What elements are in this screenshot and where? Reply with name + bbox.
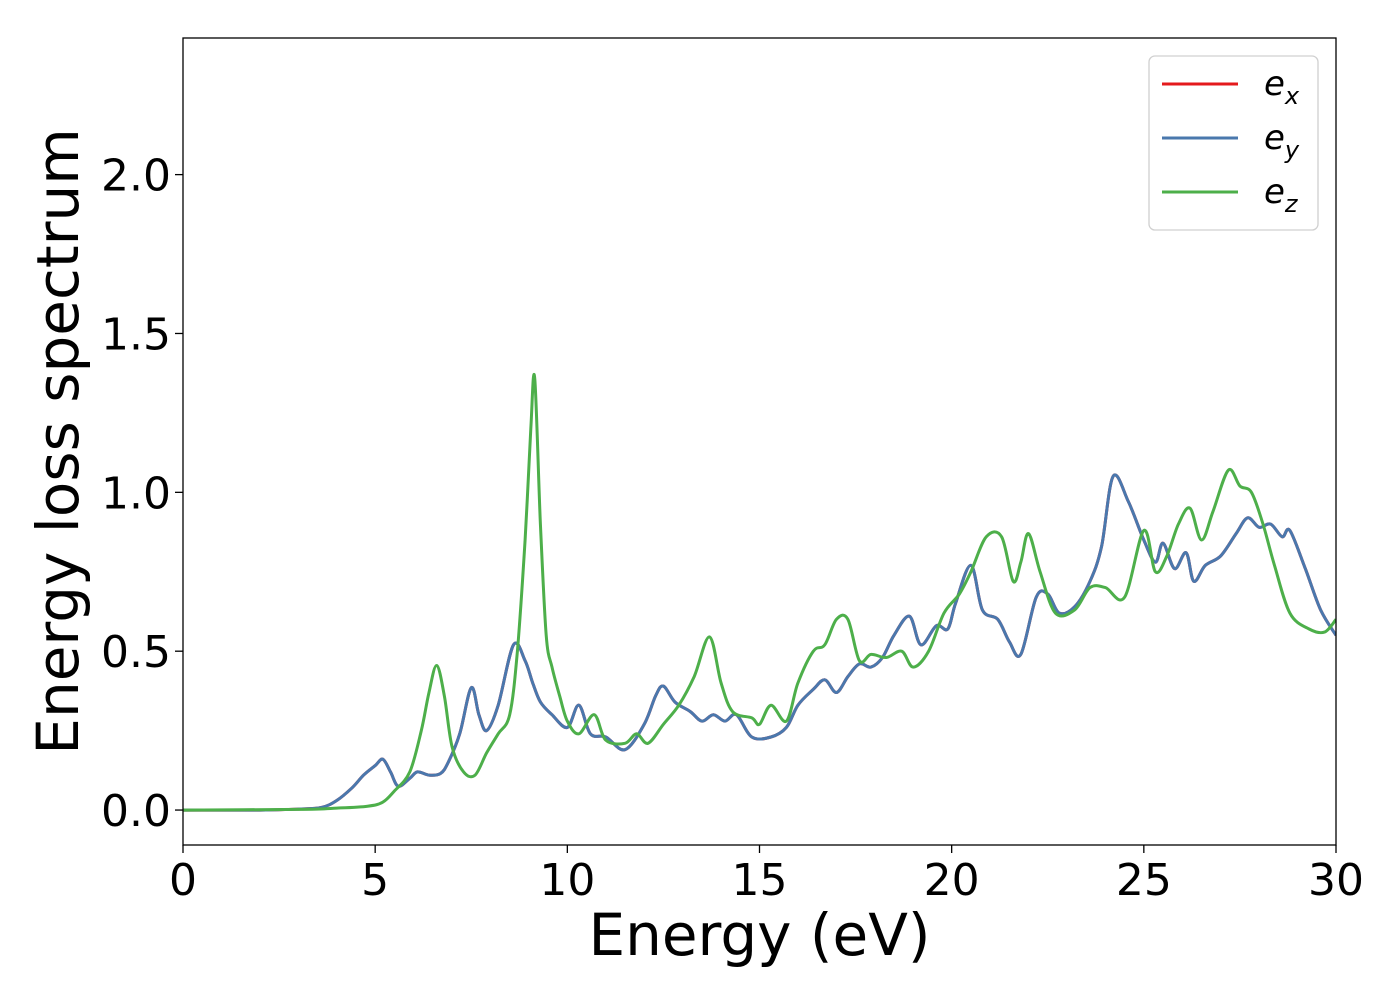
x-axis: 0 5 10 15 20 25 30 <box>169 845 1364 906</box>
series-line-ez <box>183 373 1336 812</box>
legend-label: ez <box>1264 172 1299 218</box>
x-tick-label: 30 <box>1308 855 1364 906</box>
y-tick-label: 0.5 <box>101 627 171 678</box>
legend-label: ey <box>1264 118 1300 164</box>
y-tick-label: 1.5 <box>101 309 171 360</box>
y-tick-label: 0.0 <box>101 786 171 837</box>
x-axis-title: Energy (eV) <box>588 901 930 969</box>
legend-label-main: e <box>1264 118 1285 158</box>
y-axis-title: Energy loss spectrum <box>24 128 92 754</box>
x-tick-label: 25 <box>1116 855 1172 906</box>
y-axis: 0.0 0.5 1.0 1.5 2.0 <box>101 151 183 837</box>
legend-label-main: e <box>1264 64 1285 104</box>
x-tick-label: 20 <box>924 855 980 906</box>
x-tick-label: 10 <box>539 855 595 906</box>
x-tick-label: 15 <box>732 855 788 906</box>
legend-label-sub: x <box>1284 82 1300 110</box>
x-tick-label: 5 <box>361 855 389 906</box>
y-tick-label: 1.0 <box>101 468 171 519</box>
series-line-ey <box>183 473 1336 812</box>
legend-label-sub: z <box>1284 190 1299 218</box>
y-tick-label: 2.0 <box>101 151 171 202</box>
legend-box <box>1148 55 1319 231</box>
legend-label-main: e <box>1264 172 1285 212</box>
series-line-ex <box>183 473 1336 812</box>
plot-lines <box>183 373 1336 812</box>
x-tick-label: 0 <box>169 855 197 906</box>
legend-label: ex <box>1264 64 1300 110</box>
legend-label-sub: y <box>1284 136 1300 164</box>
